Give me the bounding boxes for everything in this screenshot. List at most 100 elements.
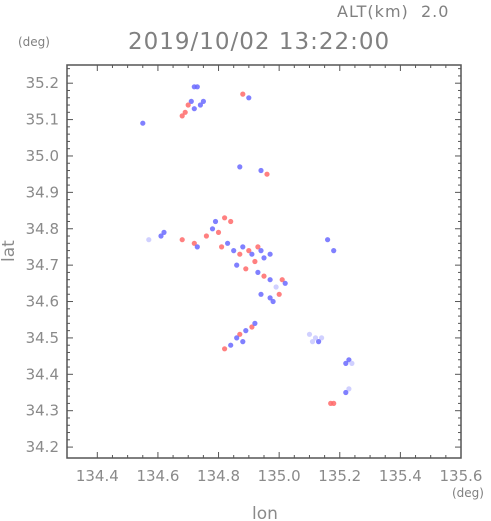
data-point: [282, 280, 288, 286]
data-point: [140, 120, 146, 126]
data-point: [197, 102, 203, 108]
x-tick-label: 134.6: [136, 467, 179, 485]
x-tick-label: 134.4: [76, 467, 119, 485]
y-tick-label: 34.6: [26, 293, 59, 311]
data-point: [228, 342, 234, 348]
y-axis: 34.2 34.3 34.4 34.5 34.6 34.7 34.8 34.9 35.0 35.1…: [26, 68, 461, 456]
data-point: [191, 240, 197, 246]
y-tick-label: 34.3: [26, 402, 59, 420]
data-points: [140, 84, 355, 406]
data-point: [158, 233, 164, 239]
data-point: [249, 251, 255, 257]
data-point: [246, 95, 252, 101]
data-point: [215, 229, 222, 235]
y-unit-label: (deg): [18, 35, 50, 49]
data-point: [243, 266, 249, 272]
y-tick-label: 34.5: [26, 329, 59, 347]
data-point: [306, 331, 313, 337]
x-tick-label: 135.4: [379, 467, 422, 485]
y-tick-label: 34.8: [26, 220, 59, 238]
data-point: [240, 91, 246, 97]
data-point: [237, 164, 243, 170]
data-point: [209, 226, 216, 232]
data-point: [237, 251, 243, 257]
data-point: [309, 339, 316, 345]
data-point: [225, 240, 231, 246]
x-axis: 134.4 134.6 134.8 135.0 135.2 135.4 135.6: [76, 65, 483, 485]
data-point: [243, 328, 249, 334]
y-tick-label: 34.4: [26, 365, 59, 383]
data-point: [258, 167, 264, 174]
data-point: [331, 248, 337, 254]
data-point: [264, 171, 270, 177]
data-point: [179, 237, 185, 243]
data-point: [261, 273, 267, 279]
data-point: [185, 102, 191, 108]
data-point: [331, 400, 337, 406]
data-point: [200, 98, 206, 104]
data-point: [161, 229, 167, 235]
y-tick-label: 35.0: [26, 147, 59, 165]
y-tick-label: 34.7: [26, 256, 59, 274]
data-point: [146, 237, 152, 243]
y-axis-label: lat: [0, 240, 19, 262]
data-point: [343, 360, 349, 366]
data-point: [276, 291, 282, 297]
data-point: [182, 109, 188, 115]
data-point: [234, 262, 240, 268]
data-point: [179, 113, 185, 119]
data-point: [188, 98, 194, 104]
data-point: [222, 215, 228, 221]
data-point: [312, 335, 319, 341]
data-point: [325, 237, 331, 243]
data-point: [194, 84, 200, 90]
x-tick-label: 135.6: [440, 467, 483, 485]
data-point: [246, 248, 252, 254]
x-axis-label: lon: [252, 504, 278, 521]
data-point: [270, 298, 276, 305]
data-point: [234, 335, 240, 341]
data-point: [319, 335, 325, 341]
data-point: [343, 389, 349, 396]
x-tick-label: 135.0: [258, 467, 301, 485]
x-tick-label: 135.2: [318, 467, 361, 485]
data-point: [203, 233, 209, 239]
data-point: [231, 248, 237, 254]
altitude-label: ALT(km) 2.0: [337, 2, 449, 21]
data-point: [191, 106, 197, 112]
data-point: [258, 248, 264, 254]
data-point: [273, 284, 279, 290]
data-point: [252, 320, 258, 326]
data-point: [237, 331, 243, 337]
chart-title: 2019/10/02 13:22:00: [128, 29, 390, 55]
data-point: [346, 386, 352, 392]
data-point: [267, 295, 273, 301]
y-tick-label: 35.1: [26, 111, 59, 129]
plot-frame: [66, 64, 462, 459]
data-point: [261, 255, 267, 261]
data-point: [249, 324, 255, 330]
data-point: [258, 291, 264, 297]
data-point: [346, 357, 352, 363]
y-tick-label: 34.2: [26, 438, 59, 456]
y-tick-label: 35.2: [26, 74, 59, 92]
data-point: [194, 244, 200, 250]
data-point: [222, 346, 228, 352]
data-point: [279, 277, 285, 283]
x-unit-label: (deg): [452, 486, 484, 500]
data-point: [228, 218, 234, 225]
data-point: [349, 360, 355, 366]
data-point: [267, 251, 273, 257]
data-point: [255, 269, 261, 275]
data-point: [316, 339, 322, 345]
data-point: [255, 244, 261, 250]
data-point: [252, 258, 258, 265]
x-tick-label: 134.8: [197, 467, 240, 485]
data-point: [267, 277, 273, 283]
data-point: [240, 244, 246, 250]
data-point: [212, 218, 219, 225]
y-tick-label: 34.9: [26, 183, 59, 201]
data-point: [219, 244, 225, 250]
data-point: [240, 339, 246, 345]
